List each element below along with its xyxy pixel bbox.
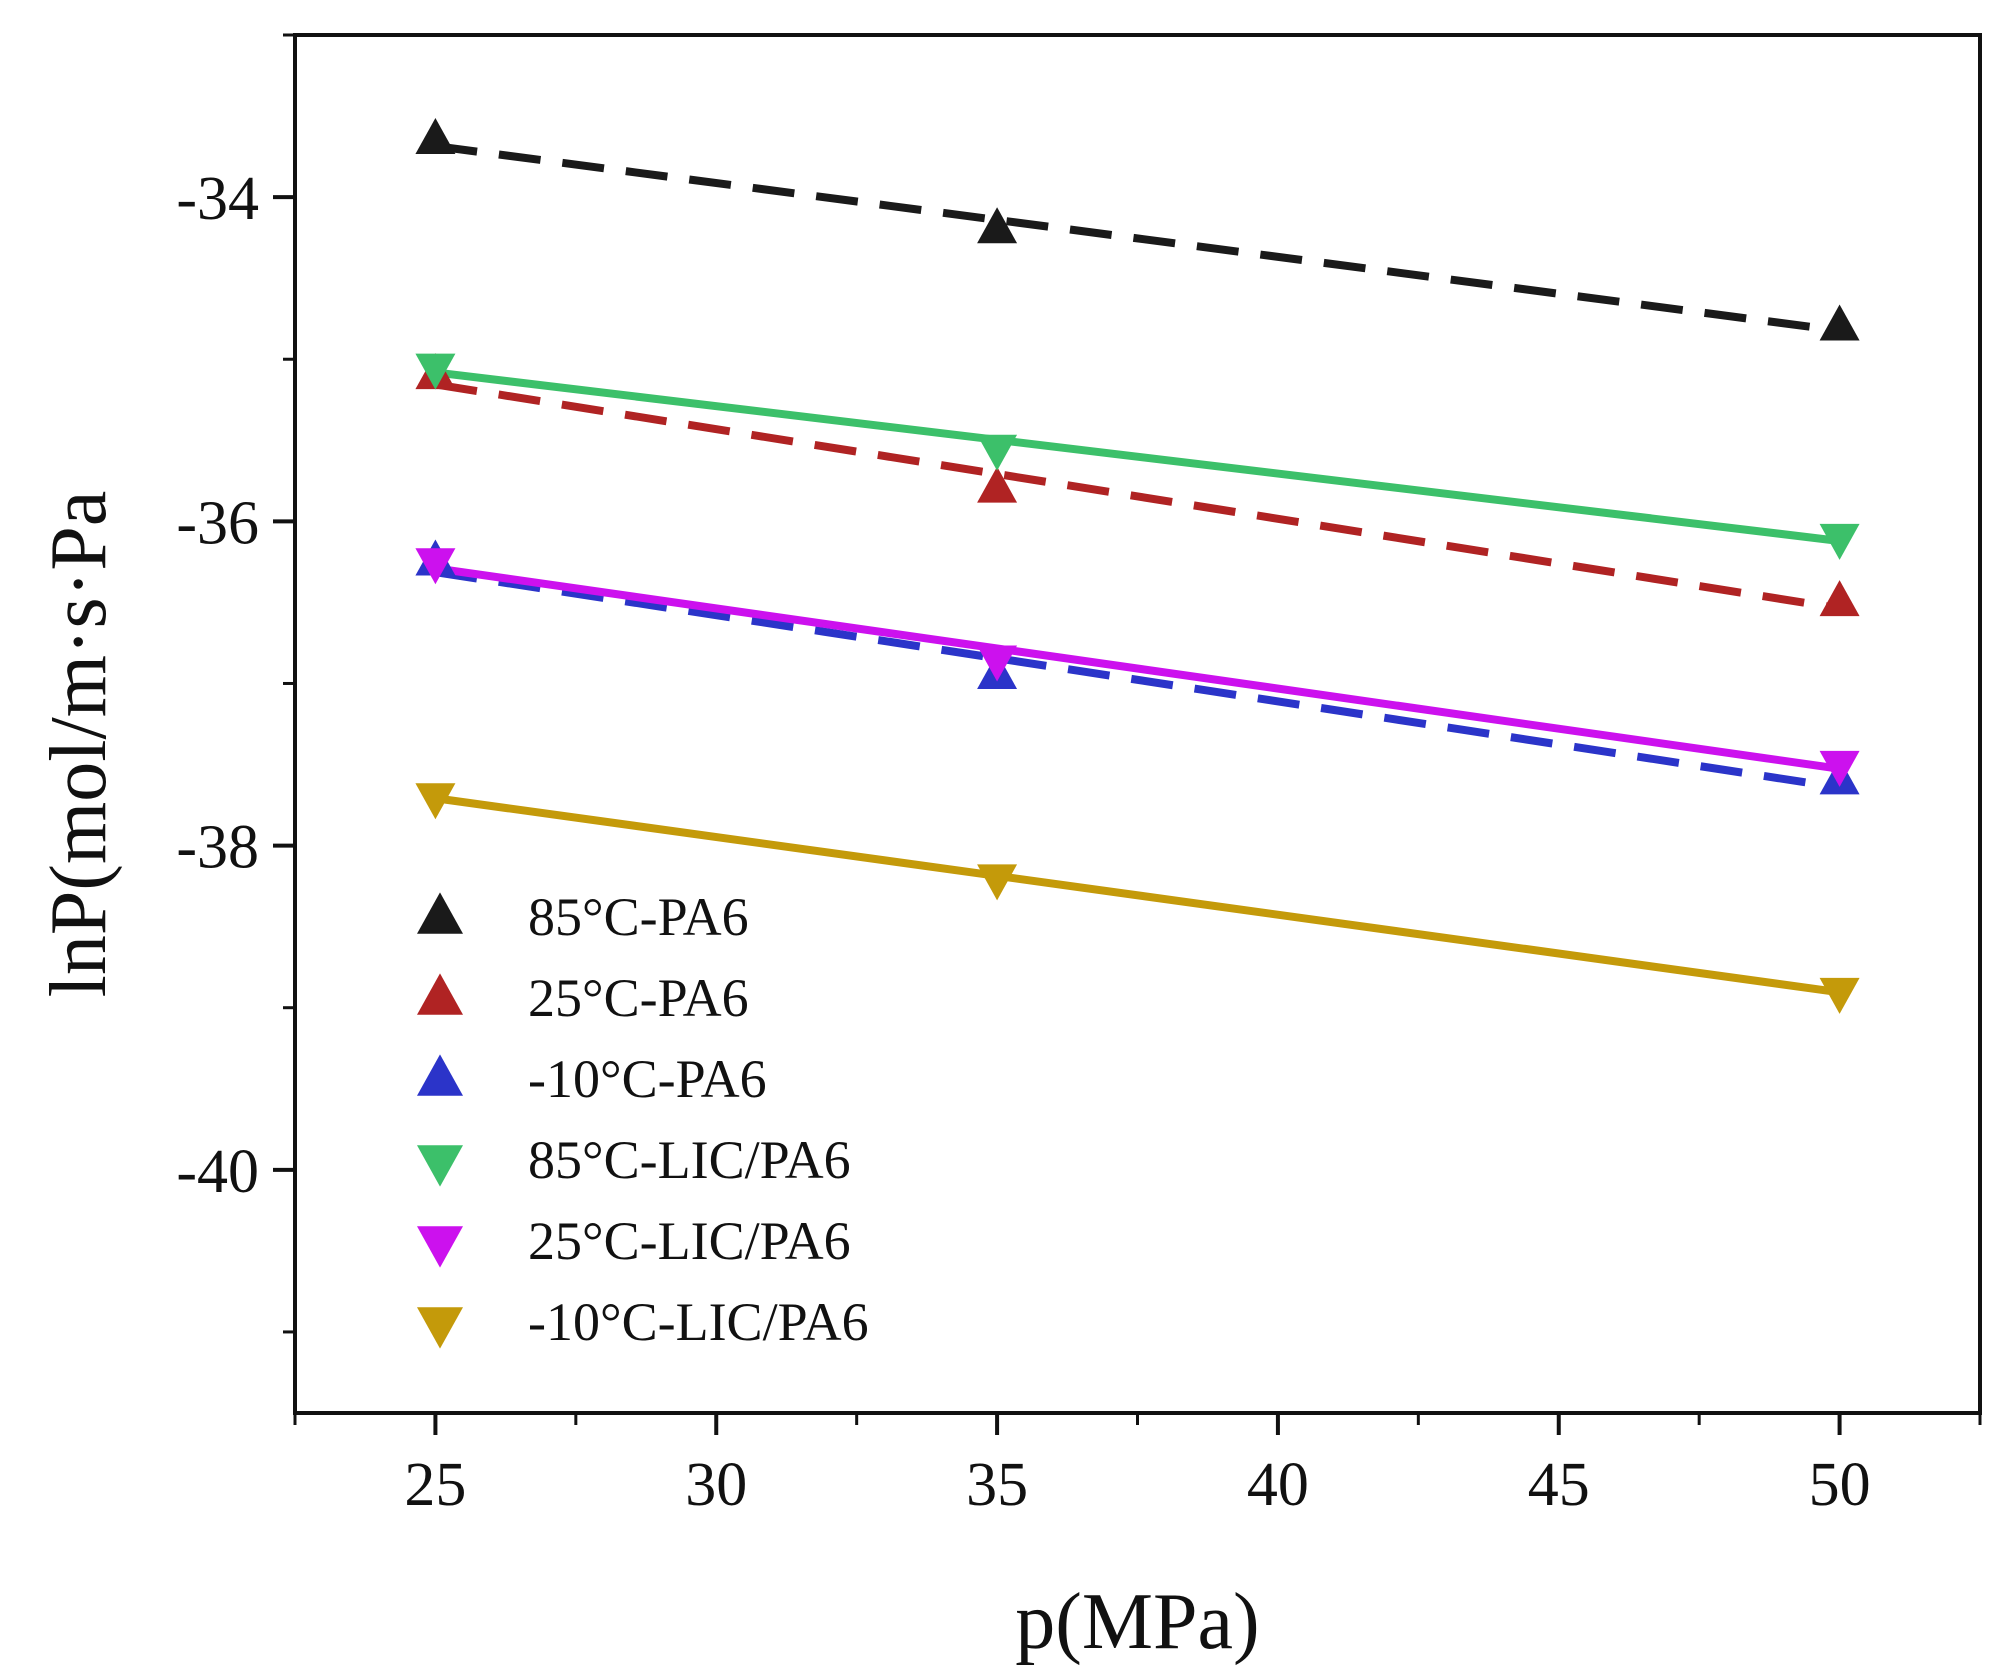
legend-label-1: 25°C-PA6 xyxy=(528,968,749,1028)
y-tick-label: -36 xyxy=(176,489,259,557)
legend-label-3: 85°C-LIC/PA6 xyxy=(528,1130,851,1190)
series-line-2 xyxy=(434,568,1841,792)
x-tick-label: 40 xyxy=(1247,1451,1309,1519)
data-point-5-1 xyxy=(977,864,1018,901)
x-tick-label: 50 xyxy=(1809,1451,1871,1519)
data-point-0-1 xyxy=(977,207,1018,244)
y-axis-ticks: -34 -36 -38 -40 xyxy=(176,33,295,1334)
data-markers xyxy=(415,118,1860,1014)
x-tick-label: 30 xyxy=(685,1451,747,1519)
series-line-0 xyxy=(434,142,1841,335)
data-point-4-1 xyxy=(977,645,1018,682)
series-line-4 xyxy=(434,564,1841,773)
x-axis-ticks: 25 30 35 40 45 50 xyxy=(293,1413,1982,1519)
data-point-4-2 xyxy=(1819,750,1860,787)
legend-marker-3 xyxy=(417,1145,463,1187)
legend-label-0: 85°C-PA6 xyxy=(528,887,749,947)
series-line-5 xyxy=(434,794,1841,997)
data-point-3-2 xyxy=(1819,523,1860,560)
y-tick-label: -40 xyxy=(176,1138,259,1206)
data-point-0-0 xyxy=(415,118,456,155)
x-axis-label: p(MPa) xyxy=(1015,1578,1259,1666)
legend-label-5: -10°C-LIC/PA6 xyxy=(528,1292,869,1352)
data-point-0-2 xyxy=(1819,304,1860,341)
data-point-3-1 xyxy=(977,434,1018,471)
legend-marker-4 xyxy=(417,1226,463,1268)
data-point-5-0 xyxy=(415,783,456,820)
legend: 85°C-PA6 25°C-PA6 -10°C-PA6 85°C-LIC/PA6 25°… xyxy=(417,887,869,1352)
data-point-4-0 xyxy=(415,548,456,585)
series-line-3 xyxy=(434,368,1841,545)
legend-marker-1 xyxy=(417,973,463,1015)
legend-marker-0 xyxy=(417,892,463,934)
legend-marker-5 xyxy=(417,1307,463,1349)
legend-marker-2 xyxy=(417,1054,463,1096)
fit-lines xyxy=(434,142,1841,997)
legend-label-2: -10°C-PA6 xyxy=(528,1049,767,1109)
series-line-1 xyxy=(434,380,1841,613)
data-point-1-2 xyxy=(1819,580,1860,617)
x-tick-label: 35 xyxy=(966,1451,1028,1519)
data-point-5-2 xyxy=(1819,977,1860,1014)
x-tick-label: 45 xyxy=(1528,1451,1590,1519)
data-point-1-1 xyxy=(977,466,1018,503)
y-tick-label: -38 xyxy=(176,814,259,882)
y-axis-label: lnP(mol/m·s·Pa xyxy=(35,491,123,998)
y-tick-label: -34 xyxy=(176,165,259,233)
legend-label-4: 25°C-LIC/PA6 xyxy=(528,1211,851,1271)
x-tick-label: 25 xyxy=(404,1451,466,1519)
data-point-3-0 xyxy=(415,353,456,390)
